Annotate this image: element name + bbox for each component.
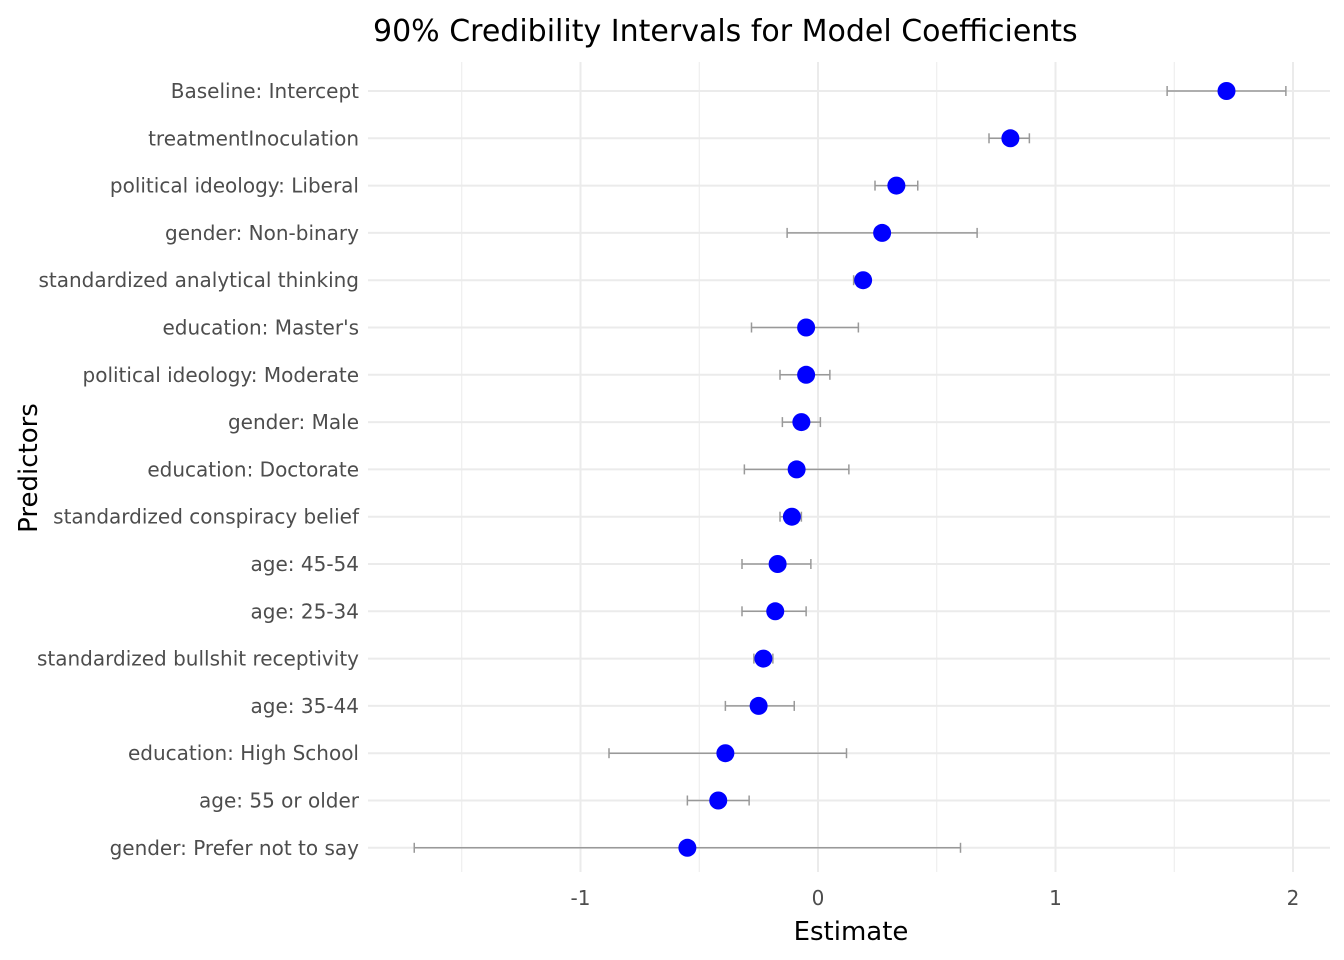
- estimate-point: [873, 223, 892, 242]
- y-tick-label: gender: Male: [228, 410, 359, 434]
- estimate-point: [797, 318, 816, 337]
- y-tick-label: treatmentInoculation: [148, 126, 359, 150]
- estimate-point: [766, 602, 785, 621]
- y-tick-label: standardized analytical thinking: [38, 268, 359, 292]
- estimate-point: [782, 507, 801, 526]
- y-tick-label: Baseline: Intercept: [171, 79, 359, 103]
- chart-title: 90% Credibility Intervals for Model Coef…: [373, 14, 1078, 49]
- point-layer: [678, 82, 1236, 857]
- y-tick-label: standardized conspiracy belief: [53, 505, 360, 529]
- y-tick-label: age: 35-44: [251, 694, 359, 718]
- estimate-point: [1001, 129, 1020, 148]
- y-tick-labels: Baseline: Intercept treatmentInoculation p…: [37, 79, 360, 860]
- estimate-point: [787, 460, 806, 479]
- y-tick-label: gender: Prefer not to say: [110, 836, 360, 860]
- y-tick-label: standardized bullshit receptivity: [37, 647, 359, 671]
- estimate-point: [678, 838, 697, 857]
- estimate-point: [768, 555, 787, 573]
- grid: [368, 62, 1330, 872]
- y-tick-label: age: 25-34: [251, 599, 359, 623]
- estimate-point: [792, 413, 811, 432]
- y-tick-label: education: Master's: [162, 316, 359, 340]
- x-tick-label: 2: [1287, 886, 1300, 910]
- estimate-point: [709, 791, 728, 810]
- y-axis-title: Predictors: [14, 403, 44, 533]
- y-tick-label: political ideology: Moderate: [83, 363, 359, 387]
- estimate-point: [749, 696, 768, 715]
- estimate-point: [854, 271, 873, 290]
- y-tick-label: gender: Non-binary: [165, 221, 359, 245]
- y-tick-label: education: High School: [128, 741, 359, 765]
- estimate-point: [754, 649, 773, 668]
- estimate-point: [797, 365, 816, 384]
- y-tick-label: age: 45-54: [251, 552, 359, 576]
- estimate-point: [1217, 82, 1236, 100]
- x-tick-label: -1: [571, 886, 591, 910]
- x-tick-label: 1: [1049, 886, 1062, 910]
- y-tick-label: age: 55 or older: [199, 789, 360, 813]
- x-axis-title: Estimate: [794, 917, 909, 947]
- x-tick-labels: -1 0 1 2: [571, 886, 1300, 910]
- x-tick-label: 0: [812, 886, 825, 910]
- y-tick-label: education: Doctorate: [147, 457, 359, 481]
- estimate-point: [887, 176, 906, 195]
- y-tick-label: political ideology: Liberal: [110, 174, 359, 198]
- estimate-point: [716, 744, 735, 763]
